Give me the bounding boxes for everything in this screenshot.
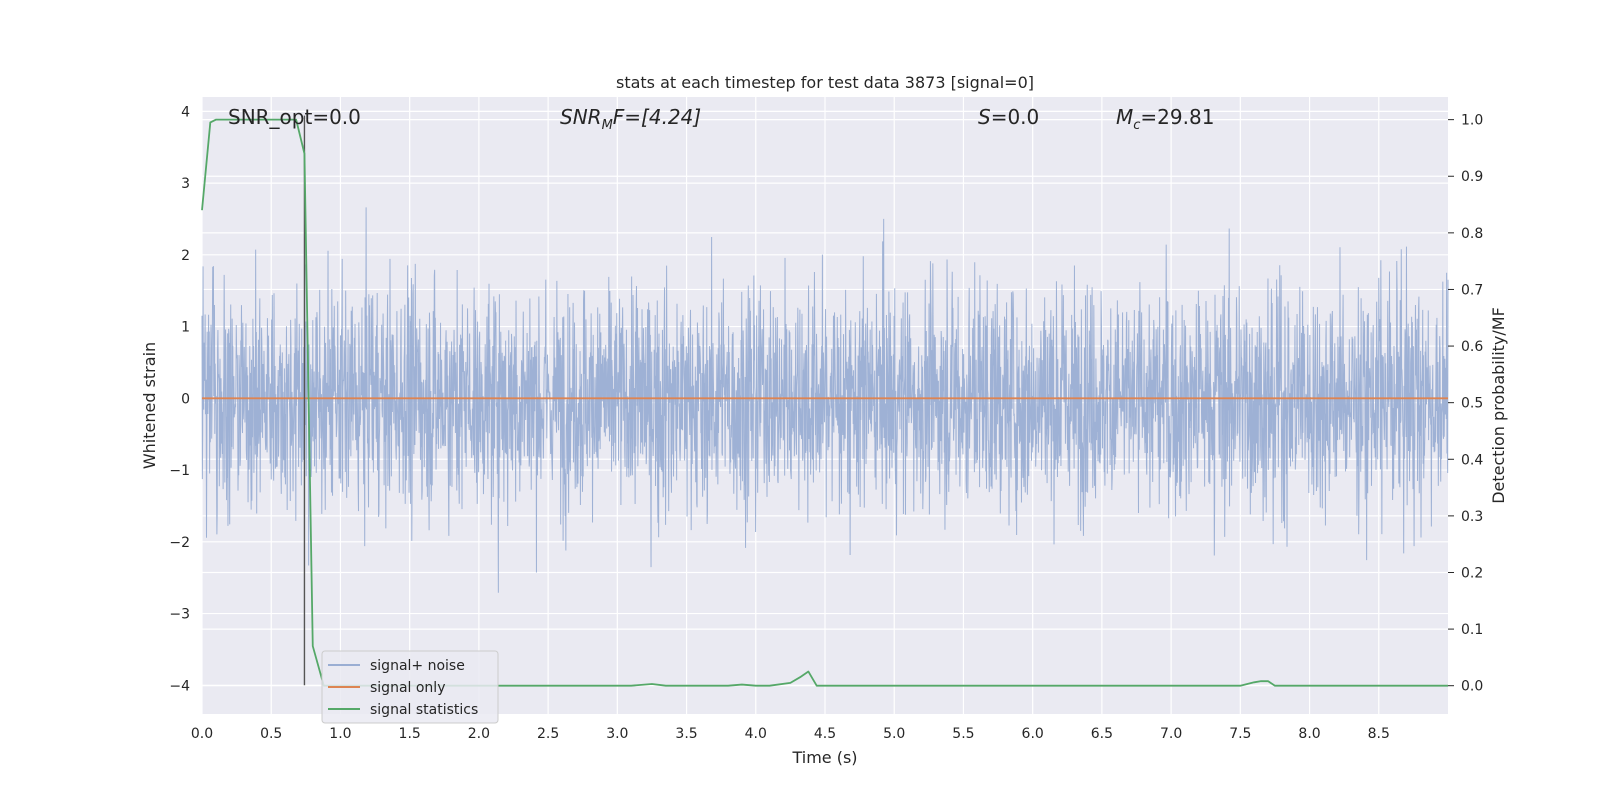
x-axis-label: Time (s)	[791, 748, 857, 767]
x-tick-label: 0.5	[260, 726, 282, 742]
x-tick-label: 8.0	[1298, 726, 1320, 742]
annotation-s-rest: =0.0	[991, 105, 1040, 129]
legend-entry-signal-statistics: signal statistics	[370, 702, 478, 718]
x-tick-label: 6.0	[1022, 726, 1044, 742]
y2-tick-label: 0.4	[1461, 452, 1483, 468]
series-signal-statistics	[201, 118, 1448, 687]
legend-box	[321, 650, 499, 724]
y-tick-label: 4	[181, 104, 190, 120]
annotation-snr-opt: SNR_opt=0.0	[228, 105, 361, 129]
y-tick-label: −2	[169, 535, 190, 551]
legend-entry-signal-noise: signal+ noise	[370, 658, 465, 674]
y2-axis-label: Detection probability/MF	[1489, 307, 1508, 504]
x-tick-label: 7.5	[1229, 726, 1251, 742]
annotation-mc-name: M	[1116, 105, 1133, 129]
y-tick-label: 3	[181, 176, 190, 192]
y2-tick-label: 0.2	[1461, 565, 1483, 581]
annotation-s-name: S	[978, 105, 991, 129]
annotation-snr-mf: SNRMF=[4.24]	[560, 105, 701, 133]
y2-tick-label: 0.7	[1461, 282, 1483, 298]
annotation-s: S=0.0	[978, 105, 1039, 129]
y2-tick-label: 0.6	[1461, 339, 1483, 355]
y-axis-label: Whitened strain	[140, 342, 159, 469]
x-tick-label: 3.0	[606, 726, 628, 742]
annotation-snr-mf-name: SNR	[560, 105, 602, 129]
x-tick-label: 0.0	[191, 726, 213, 742]
y2-tick-label: 0.9	[1461, 169, 1483, 185]
y-tick-label: 0	[181, 391, 190, 407]
annotation-snr-mf-rest: F=[4.24]	[613, 105, 701, 129]
x-tick-label: 8.5	[1368, 726, 1390, 742]
y2-tick-label: 0.8	[1461, 226, 1483, 242]
x-tick-label: 1.0	[329, 726, 351, 742]
x-tick-label: 5.5	[952, 726, 974, 742]
y-tick-label: 1	[181, 320, 190, 336]
x-tick-label: 1.5	[399, 726, 421, 742]
y2-tick-label: 0.5	[1461, 396, 1483, 412]
x-tick-label: 5.0	[883, 726, 905, 742]
x-tick-label: 4.5	[814, 726, 836, 742]
chart-title: stats at each timestep for test data 387…	[616, 73, 1034, 92]
x-tick-label: 7.0	[1160, 726, 1182, 742]
x-tick-label: 3.5	[675, 726, 697, 742]
x-tick-label: 2.0	[468, 726, 490, 742]
tick-labels: 0.0 0.5 1.0 1.5 2.0 2.5 3.0 3.5 4.0 4.5 5.0 5.5 6.0 6…	[169, 104, 1483, 742]
x-tick-label: 4.0	[745, 726, 767, 742]
y-tick-label: −3	[169, 607, 190, 623]
x-tick-label: 2.5	[537, 726, 559, 742]
legend: signal+ noise signal only signal statist…	[321, 650, 499, 724]
y-tick-label: −4	[169, 678, 190, 694]
y2-tick-label: 1.0	[1461, 113, 1483, 129]
x-tick-label: 6.5	[1091, 726, 1113, 742]
y-tick-label: −1	[169, 463, 190, 479]
y2-tick-label: 0.3	[1461, 509, 1483, 525]
annotation-mc-rest: =29.81	[1140, 105, 1214, 129]
annotation-snr-mf-sub: M	[602, 118, 613, 133]
y-tick-label: 2	[181, 248, 190, 264]
y2-tick-label: 0.1	[1461, 622, 1483, 638]
annotation-mc-sub: c	[1133, 118, 1140, 133]
y2-tick-label: 0.0	[1461, 679, 1483, 695]
annotation-mc: Mc=29.81	[1116, 105, 1214, 133]
signal-statistics-line	[201, 118, 1448, 687]
legend-entry-signal-only: signal only	[370, 680, 445, 696]
